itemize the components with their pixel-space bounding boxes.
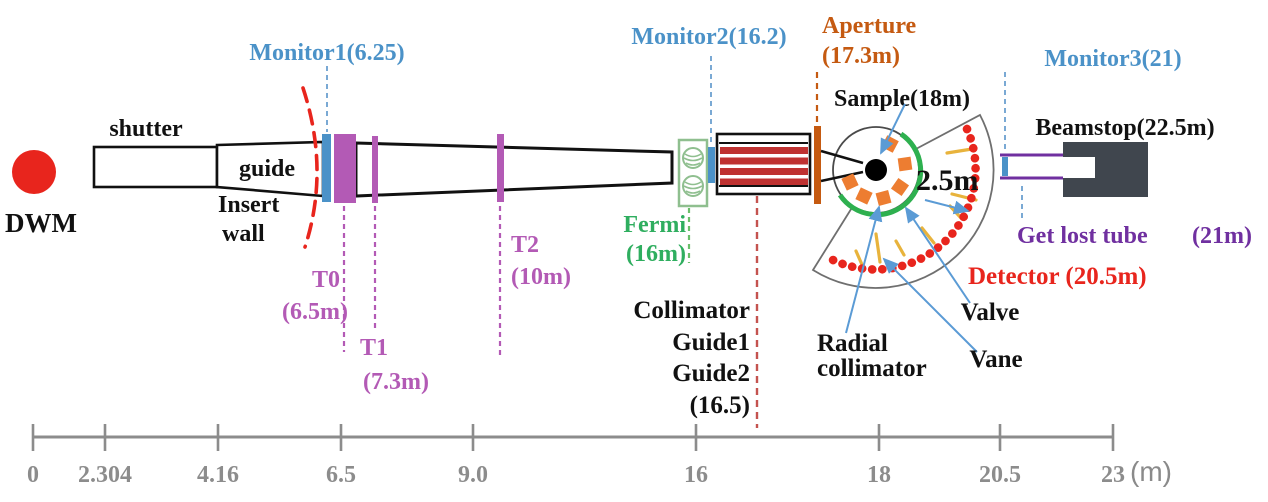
fermi-disc-top-slits	[683, 153, 703, 166]
radial-collimator-segment	[897, 156, 913, 172]
radial-collimator-segment	[875, 190, 892, 206]
radial-collimator-label-line2: collimator	[817, 355, 927, 382]
radial-collimator-segment	[855, 187, 873, 205]
monitor3-label: Monitor3(21)	[1044, 46, 1181, 72]
collimator-stripe-1	[720, 147, 808, 154]
detector-label: Detector (20.5m)	[968, 263, 1147, 290]
aperture-label-line1: Aperture	[822, 13, 917, 39]
radial-collimator-label-line1: Radial	[817, 330, 888, 357]
scale-tick-label: 2.304	[78, 462, 132, 488]
scale-tick-label: 20.5	[979, 462, 1021, 488]
distance-arrow	[924, 199, 970, 215]
fermi-disc-top	[682, 147, 704, 169]
scale-tick-label: 4.16	[197, 462, 239, 488]
collimator-label-line1: Collimator	[633, 297, 750, 324]
sample-label: Sample(18m)	[834, 86, 970, 112]
collimator-stripe-4	[720, 178, 808, 185]
aperture-bar	[814, 126, 821, 204]
radial-collimator-segment	[890, 177, 910, 197]
insert-wall-label-line1: Insert	[218, 192, 279, 218]
fermi-label-line2: (16m)	[626, 241, 686, 267]
fermi-disc-bottom-slits	[683, 181, 703, 194]
t2-chopper-bar	[497, 134, 504, 202]
distance-scale: 0 2.304 4.16 6.5 9.0 16 18 20.5 23 (m)	[27, 424, 1172, 488]
valve-arrow	[904, 206, 971, 304]
insert-wall-arc	[301, 86, 319, 249]
t0-chopper-bar	[334, 134, 356, 203]
monitor3-bar	[1002, 157, 1008, 176]
scale-tick-label: 6.5	[326, 462, 356, 488]
t1-label-line1: T1	[360, 335, 388, 361]
t2-label-line2: (10m)	[511, 264, 571, 290]
scale-tick-label: 16	[684, 462, 708, 488]
fermi-disc-bottom	[682, 175, 704, 197]
shutter-label: shutter	[109, 116, 183, 142]
vane-line	[874, 232, 882, 264]
get-lost-tube-distance-label: (21m)	[1192, 223, 1252, 249]
sample-detector-distance-label: 2.5m	[916, 164, 979, 197]
shutter-box	[92, 145, 219, 189]
beam-entry-line-bottom	[820, 170, 864, 183]
t0-label-line1: T0	[312, 267, 340, 293]
t2-label-line1: T2	[511, 232, 539, 258]
fermi-chopper-box	[677, 138, 709, 208]
vane-label: Vane	[969, 346, 1022, 373]
sample-dot	[865, 159, 887, 181]
vane-arrow	[882, 257, 978, 353]
valve-arc	[837, 131, 924, 218]
monitor1-bar	[322, 134, 331, 202]
guide-label: guide	[239, 156, 295, 182]
collimator-label-line2: Guide1	[672, 329, 750, 356]
aperture-label-line2: (17.3m)	[822, 43, 900, 69]
neutron-source-dot	[12, 150, 56, 194]
t1-label-line2: (7.3m)	[363, 369, 429, 395]
scale-tick-label: 18	[867, 462, 891, 488]
get-lost-tube-label: Get lost tube	[1017, 223, 1148, 249]
collimator-label-line4: (16.5)	[690, 392, 750, 419]
radial-collimator-segment	[841, 173, 859, 191]
sample-arrow	[880, 103, 906, 155]
insert-wall-label-line2: wall	[222, 221, 265, 247]
vane-line	[894, 239, 906, 257]
source-label: DWM	[5, 208, 77, 238]
valve-label: Valve	[961, 299, 1020, 326]
monitor2-label: Monitor2(16.2)	[631, 24, 786, 50]
fermi-label-line1: Fermi	[623, 212, 686, 238]
scale-tick-label: 0	[27, 462, 39, 488]
scale-unit-label: (m)	[1130, 456, 1172, 487]
beamstop-notch	[1063, 157, 1095, 178]
beamstop-label: Beamstop(22.5m)	[1035, 115, 1214, 141]
vane-line	[945, 147, 974, 155]
vane-line	[920, 226, 936, 245]
beam-entry-line-top	[820, 149, 864, 165]
t1-chopper-bar	[372, 136, 378, 203]
collimator-stripe-3	[720, 168, 808, 175]
collimator-stripe-2	[720, 157, 808, 165]
scale-tick-label: 9.0	[458, 462, 488, 488]
collimator-label-line3: Guide2	[672, 360, 750, 387]
t0-label-line2: (6.5m)	[282, 299, 348, 325]
tapered-guide	[354, 141, 674, 198]
radial-collimator-arrow	[845, 205, 883, 334]
monitor1-label: Monitor1(6.25)	[249, 40, 404, 66]
scale-tick-label: 23	[1101, 462, 1125, 488]
monitor2-bar	[708, 147, 715, 183]
